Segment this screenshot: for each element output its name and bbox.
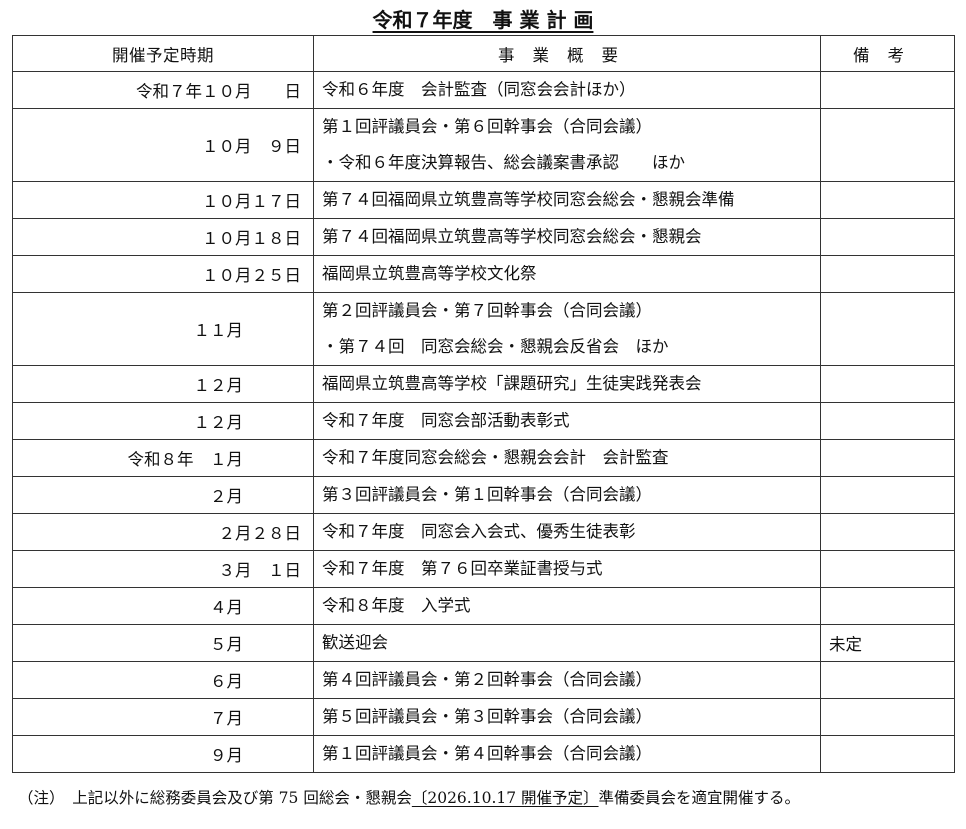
event-remarks bbox=[820, 587, 955, 625]
event-date: ６月 bbox=[12, 661, 314, 699]
event-summary: 歓送迎会 bbox=[313, 624, 821, 662]
event-summary: 第３回評議員会・第１回幹事会（合同会議） bbox=[313, 476, 821, 514]
table-row: ９月 第１回評議員会・第４回幹事会（合同会議） bbox=[12, 735, 955, 773]
summary-line: 令和７年度 同窓会部活動表彰式 bbox=[322, 411, 570, 430]
event-summary: 令和７年度 第７６回卒業証書授与式 bbox=[313, 550, 821, 588]
event-remarks bbox=[820, 402, 955, 440]
event-remarks bbox=[820, 108, 955, 182]
event-date: ７月 bbox=[12, 698, 314, 736]
event-remarks bbox=[820, 181, 955, 219]
summary-line: 令和８年度 入学式 bbox=[322, 596, 471, 615]
table-row: ２月２８日 令和７年度 同窓会入会式、優秀生徒表彰 bbox=[12, 513, 955, 551]
event-summary: 第１回評議員会・第４回幹事会（合同会議） bbox=[313, 735, 821, 773]
summary-line: ・令和６年度決算報告、総会議案書承認 ほか bbox=[322, 153, 685, 172]
table-row: 令和８年 １月 令和７年度同窓会総会・懇親会会計 会計監査 bbox=[12, 439, 955, 477]
summary-line: 福岡県立筑豊高等学校文化祭 bbox=[322, 264, 537, 283]
table-row: １２月 令和７年度 同窓会部活動表彰式 bbox=[12, 402, 955, 440]
event-date: ４月 bbox=[12, 587, 314, 625]
footnote-date: 〔2026.10.17 開催予定〕 bbox=[411, 789, 599, 807]
event-remarks bbox=[820, 550, 955, 588]
schedule-table: 開催予定時期 事業概要 備考 令和７年１０月 日令和６年度 会計監査（同窓会会計… bbox=[12, 35, 955, 773]
event-remarks bbox=[820, 661, 955, 699]
table-row: 令和７年１０月 日令和６年度 会計監査（同窓会会計ほか） bbox=[12, 71, 955, 109]
footnote: （注） 上記以外に総務委員会及び第 75 回総会・懇親会〔2026.10.17 … bbox=[18, 789, 801, 807]
event-remarks bbox=[820, 476, 955, 514]
table-row: ５月 歓送迎会 未定 bbox=[12, 624, 955, 662]
event-remarks bbox=[820, 735, 955, 773]
table-row: ７月 第５回評議員会・第３回幹事会（合同会議） bbox=[12, 698, 955, 736]
event-summary: 第７４回福岡県立筑豊高等学校同窓会総会・懇親会準備 bbox=[313, 181, 821, 219]
event-summary: 福岡県立筑豊高等学校文化祭 bbox=[313, 255, 821, 293]
event-remarks bbox=[820, 365, 955, 403]
summary-line: 福岡県立筑豊高等学校「課題研究」生徒実践発表会 bbox=[322, 374, 702, 393]
event-date: １０月１８日 bbox=[12, 218, 314, 256]
event-date: ２月 bbox=[12, 476, 314, 514]
event-summary: 福岡県立筑豊高等学校「課題研究」生徒実践発表会 bbox=[313, 365, 821, 403]
event-remarks bbox=[820, 71, 955, 109]
event-summary: 第７４回福岡県立筑豊高等学校同窓会総会・懇親会 bbox=[313, 218, 821, 256]
event-summary: 第４回評議員会・第２回幹事会（合同会議） bbox=[313, 661, 821, 699]
header-remarks: 備考 bbox=[820, 35, 955, 72]
table-row: １２月 福岡県立筑豊高等学校「課題研究」生徒実践発表会 bbox=[12, 365, 955, 403]
event-date: １２月 bbox=[12, 365, 314, 403]
event-remarks bbox=[820, 439, 955, 477]
event-summary: 令和６年度 会計監査（同窓会会計ほか） bbox=[313, 71, 821, 109]
event-date: １０月２５日 bbox=[12, 255, 314, 293]
summary-line: 令和７年度 同窓会入会式、優秀生徒表彰 bbox=[322, 522, 636, 541]
table-row: ４月 令和８年度 入学式 bbox=[12, 587, 955, 625]
table-row: １０月１８日 第７４回福岡県立筑豊高等学校同窓会総会・懇親会 bbox=[12, 218, 955, 256]
event-summary: 第１回評議員会・第６回幹事会（合同会議） ・令和６年度決算報告、総会議案書承認 ほ… bbox=[313, 108, 821, 182]
event-remarks bbox=[820, 218, 955, 256]
summary-line: 第３回評議員会・第１回幹事会（合同会議） bbox=[322, 485, 652, 504]
summary-line: 歓送迎会 bbox=[322, 633, 388, 652]
table-row: １０月 ９日 第１回評議員会・第６回幹事会（合同会議） ・令和６年度決算報告、総会議… bbox=[12, 108, 955, 182]
event-remarks bbox=[820, 513, 955, 551]
event-summary: 第５回評議員会・第３回幹事会（合同会議） bbox=[313, 698, 821, 736]
header-date: 開催予定時期 bbox=[12, 35, 314, 72]
summary-line: 第１回評議員会・第４回幹事会（合同会議） bbox=[322, 744, 652, 763]
header-summary: 事業概要 bbox=[313, 35, 821, 72]
summary-line: 第２回評議員会・第７回幹事会（合同会議） bbox=[322, 301, 652, 320]
table-header-row: 開催予定時期 事業概要 備考 bbox=[12, 35, 955, 72]
event-date: ９月 bbox=[12, 735, 314, 773]
event-date: １２月 bbox=[12, 402, 314, 440]
page-title: 令和７年度 事 業 計 画 bbox=[372, 8, 594, 32]
table-row: １０月１７日 第７４回福岡県立筑豊高等学校同窓会総会・懇親会準備 bbox=[12, 181, 955, 219]
summary-line: 令和７年度同窓会総会・懇親会会計 会計監査 bbox=[322, 448, 669, 467]
event-date: ５月 bbox=[12, 624, 314, 662]
event-remarks bbox=[820, 255, 955, 293]
event-summary: 令和７年度 同窓会入会式、優秀生徒表彰 bbox=[313, 513, 821, 551]
event-summary: 令和８年度 入学式 bbox=[313, 587, 821, 625]
event-date: ２月２８日 bbox=[12, 513, 314, 551]
event-date: １０月１７日 bbox=[12, 181, 314, 219]
summary-line: 第１回評議員会・第６回幹事会（合同会議） bbox=[322, 117, 652, 136]
event-date: 令和７年１０月 日 bbox=[12, 71, 314, 109]
event-date: 令和８年 １月 bbox=[12, 439, 314, 477]
event-date: ３月 １日 bbox=[12, 550, 314, 588]
event-date: １１月 bbox=[12, 292, 314, 366]
event-summary: 令和７年度同窓会総会・懇親会会計 会計監査 bbox=[313, 439, 821, 477]
summary-line: 令和６年度 会計監査（同窓会会計ほか） bbox=[322, 80, 636, 99]
summary-line: 令和７年度 第７６回卒業証書授与式 bbox=[322, 559, 603, 578]
summary-line: 第４回評議員会・第２回幹事会（合同会議） bbox=[322, 670, 652, 689]
table-row: １１月 第２回評議員会・第７回幹事会（合同会議） ・第７４回 同窓会総会・懇親会反省… bbox=[12, 292, 955, 366]
event-summary: 第２回評議員会・第７回幹事会（合同会議） ・第７４回 同窓会総会・懇親会反省会 ほ… bbox=[313, 292, 821, 366]
summary-line: 第７４回福岡県立筑豊高等学校同窓会総会・懇親会 bbox=[322, 227, 702, 246]
table-row: ６月 第４回評議員会・第２回幹事会（合同会議） bbox=[12, 661, 955, 699]
event-date: １０月 ９日 bbox=[12, 108, 314, 182]
table-row: １０月２５日 福岡県立筑豊高等学校文化祭 bbox=[12, 255, 955, 293]
event-remarks bbox=[820, 698, 955, 736]
event-summary: 令和７年度 同窓会部活動表彰式 bbox=[313, 402, 821, 440]
summary-line: 第７４回福岡県立筑豊高等学校同窓会総会・懇親会準備 bbox=[322, 190, 735, 209]
summary-line: 第５回評議員会・第３回幹事会（合同会議） bbox=[322, 707, 652, 726]
table-row: ３月 １日 令和７年度 第７６回卒業証書授与式 bbox=[12, 550, 955, 588]
event-remarks bbox=[820, 292, 955, 366]
event-remarks: 未定 bbox=[820, 624, 955, 662]
table-row: ２月 第３回評議員会・第１回幹事会（合同会議） bbox=[12, 476, 955, 514]
summary-line: ・第７４回 同窓会総会・懇親会反省会 ほか bbox=[322, 337, 669, 356]
